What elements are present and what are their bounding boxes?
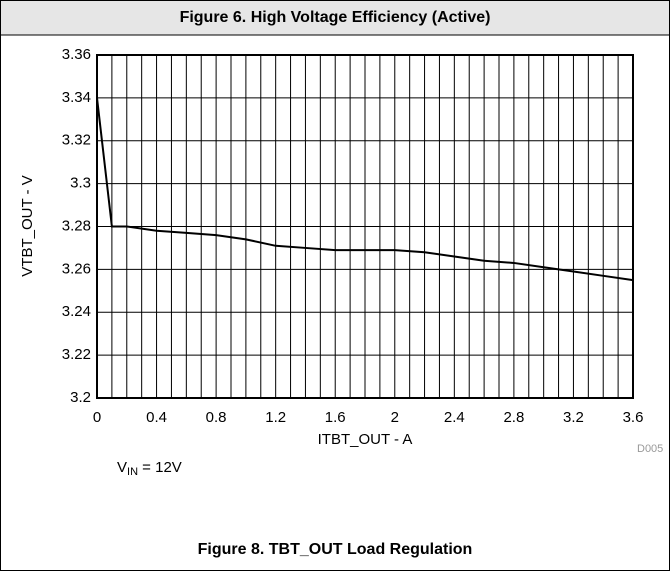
- annotation-main: V: [117, 459, 127, 476]
- x-tick-label: 3.6: [623, 409, 644, 426]
- y-tick-label: 3.2: [70, 389, 91, 406]
- caption: Figure 8. TBT_OUT Load Regulation: [198, 541, 473, 558]
- x-tick-label: 1.2: [265, 409, 286, 426]
- x-tick-label: 2.8: [503, 409, 524, 426]
- annotation-rest: = 12V: [138, 459, 182, 476]
- x-tick-label: 3.2: [563, 409, 584, 426]
- x-tick-label: 0: [93, 409, 101, 426]
- x-tick-label: 2.4: [444, 409, 465, 426]
- y-tick-label: 3.32: [62, 132, 91, 149]
- y-tick-label: 3.28: [62, 217, 91, 234]
- annotation-sub: IN: [127, 466, 138, 478]
- x-axis-label: ITBT_OUT - A: [318, 431, 413, 448]
- x-tick-label: 2: [391, 409, 399, 426]
- y-tick-label: 3.36: [62, 46, 91, 63]
- figure-code: D005: [637, 443, 663, 455]
- y-tick-label: 3.3: [70, 175, 91, 192]
- annotation: VIN = 12V: [117, 459, 182, 478]
- data-line: [96, 97, 634, 282]
- y-tick-label: 3.24: [62, 303, 91, 320]
- header-band: [0, 0, 670, 35]
- x-tick-label: 1.6: [325, 409, 346, 426]
- plot-frame: [96, 54, 634, 399]
- header-title: Figure 6. High Voltage Efficiency (Activ…: [180, 9, 491, 26]
- y-axis-label: VTBT_OUT - V: [19, 175, 36, 276]
- x-tick-label: 0.4: [146, 409, 167, 426]
- x-tick-label: 0.8: [206, 409, 227, 426]
- y-tick-label: 3.26: [62, 260, 91, 277]
- y-tick-label: 3.22: [62, 346, 91, 363]
- y-tick-label: 3.34: [62, 89, 91, 106]
